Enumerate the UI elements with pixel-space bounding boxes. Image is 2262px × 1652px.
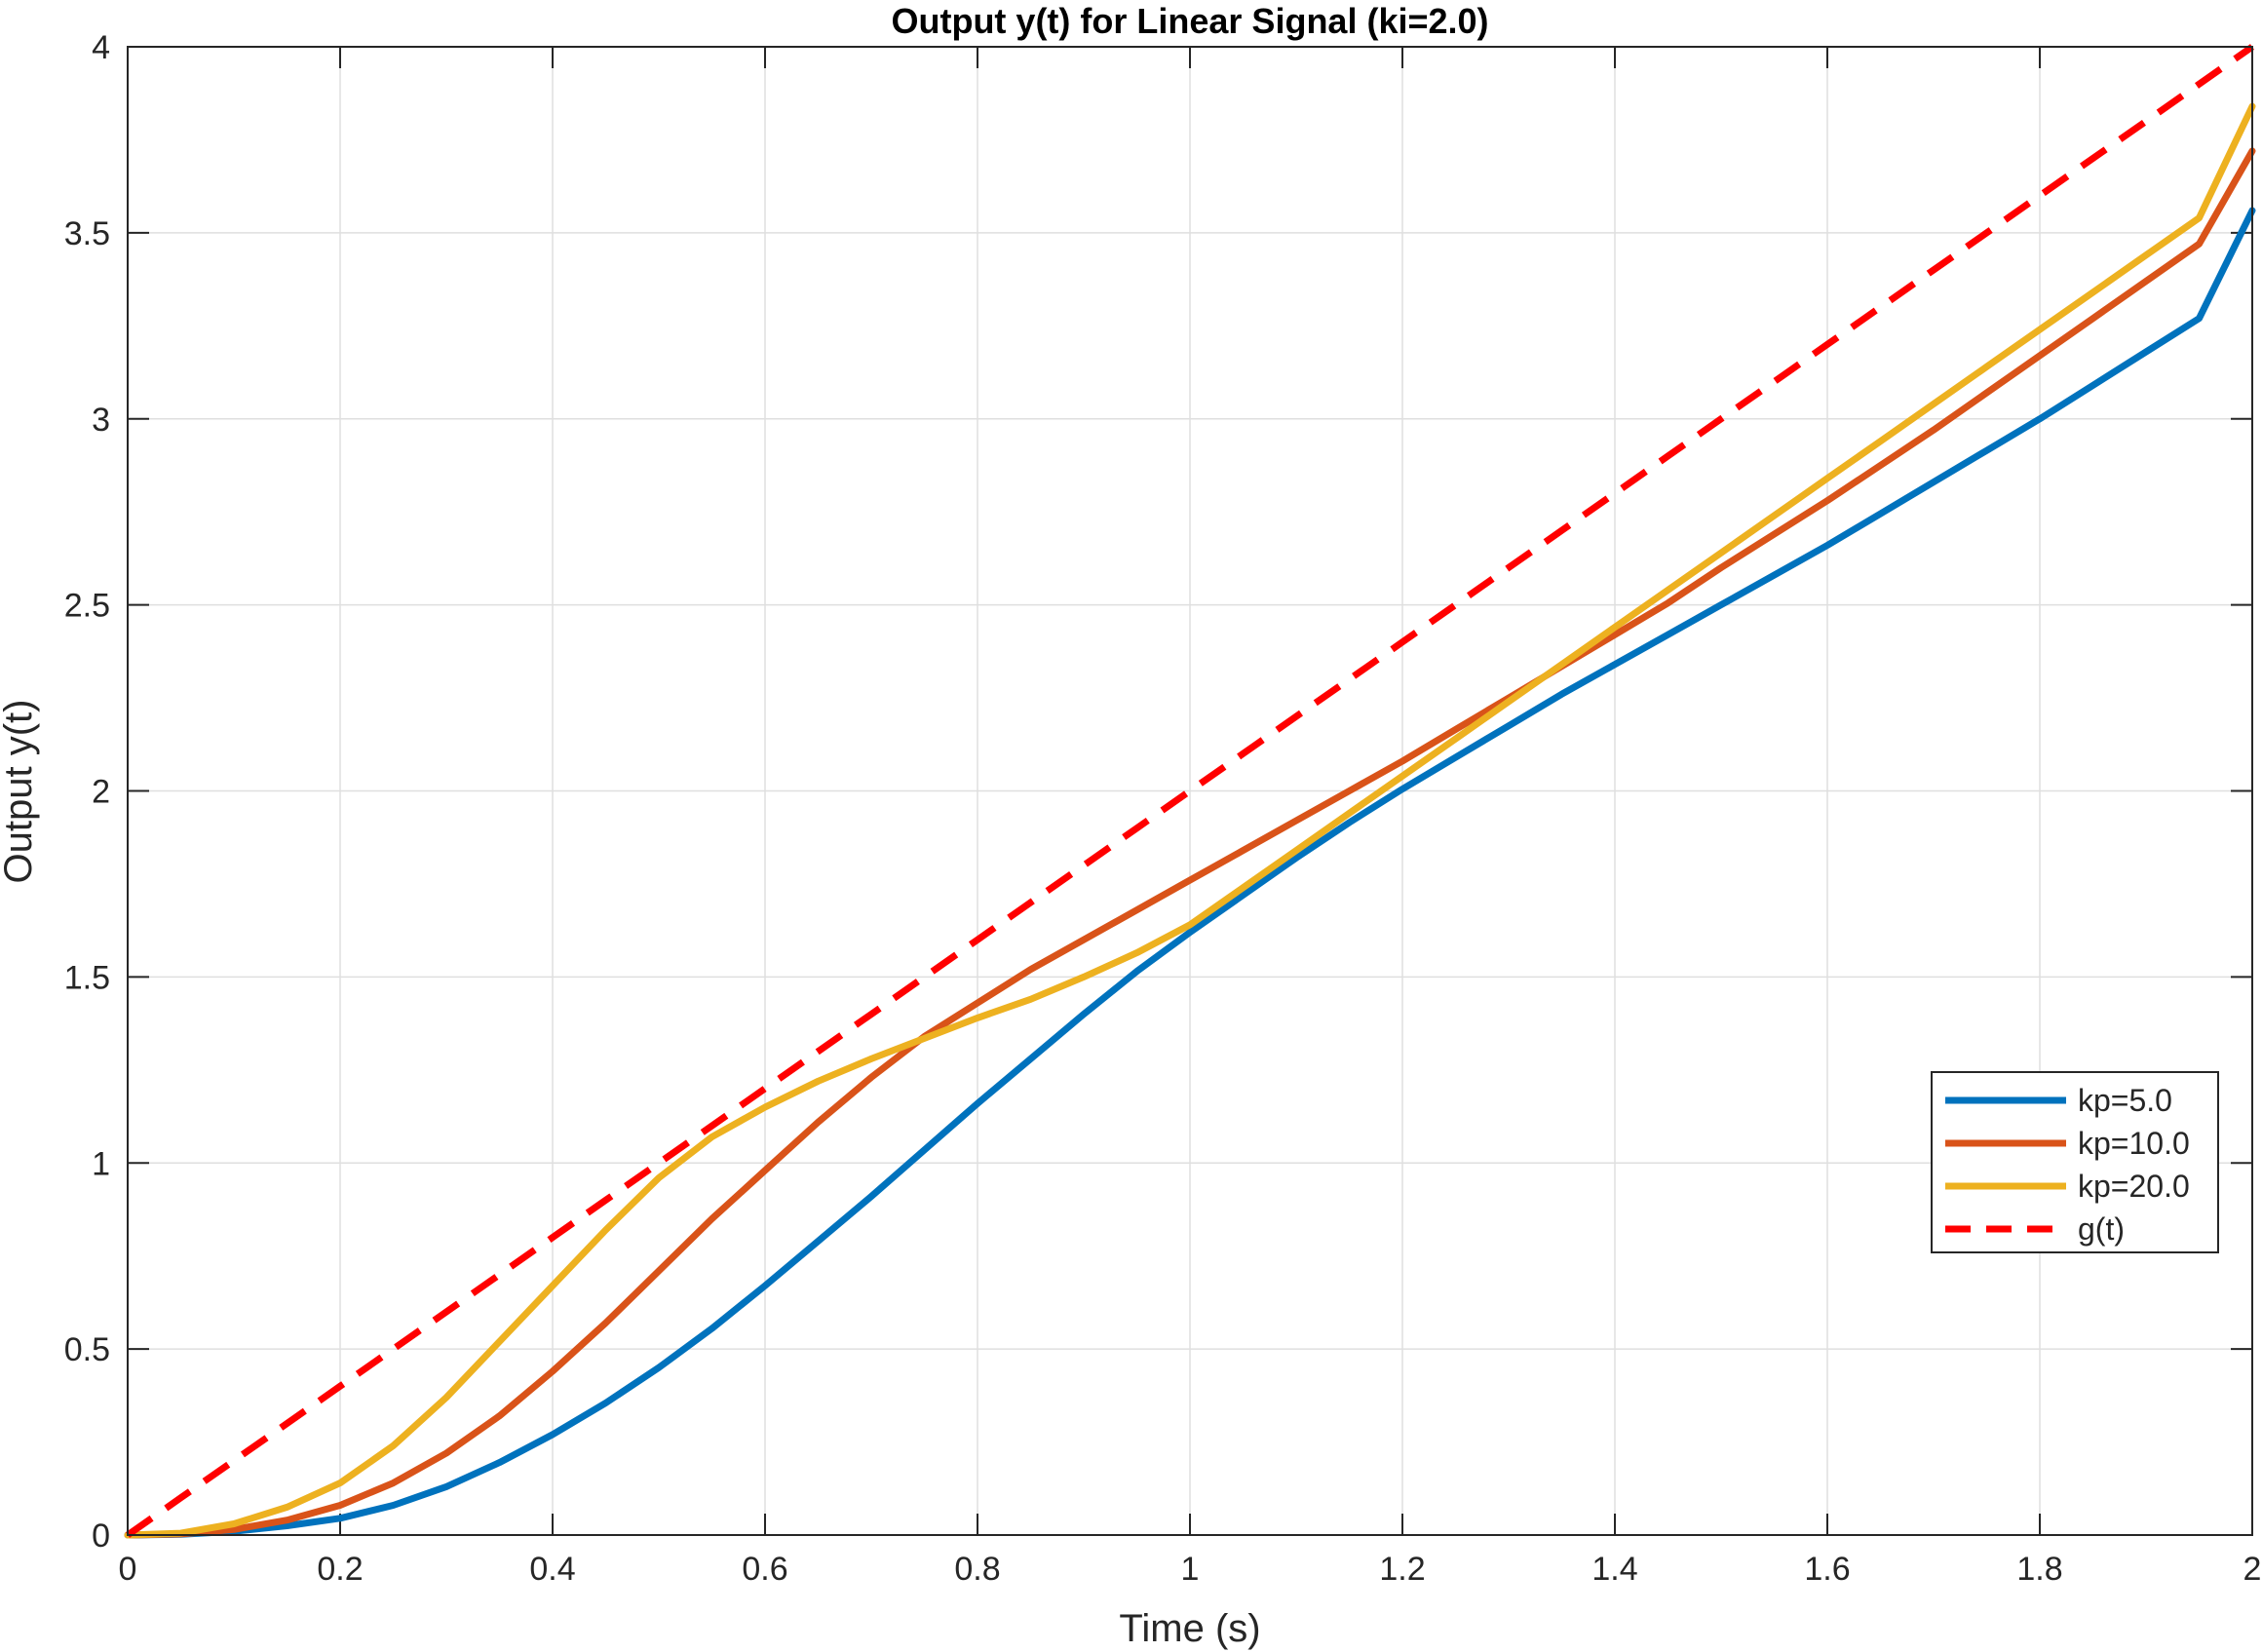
legend-label-0: kp=5.0 [2078, 1083, 2172, 1118]
series-line-0 [124, 207, 2256, 1539]
y-tick-label: 4 [92, 29, 110, 66]
x-axis-label: Time (s) [1119, 1607, 1260, 1650]
x-tick-label: 0.8 [954, 1551, 1000, 1588]
x-tick-label: 0 [119, 1551, 137, 1588]
legend-label-1: kp=10.0 [2078, 1126, 2190, 1161]
chart-title: Output y(t) for Linear Signal (ki=2.0) [891, 1, 1488, 41]
y-tick-label: 0 [92, 1518, 110, 1555]
x-tick-label: 1 [1181, 1551, 1200, 1588]
legend: kp=5.0 kp=10.0 kp=20.0 g(t) [1931, 1071, 2219, 1253]
legend-label-3: g(t) [2078, 1211, 2125, 1247]
series-line-2 [124, 102, 2256, 1539]
y-tick-label: 2 [92, 774, 110, 811]
x-tick-label: 1.2 [1379, 1551, 1425, 1588]
x-tick-label: 0.2 [317, 1551, 363, 1588]
y-tick-label: 1 [92, 1145, 110, 1182]
series-lines [124, 44, 2256, 1539]
plot-frame [127, 46, 2253, 1536]
y-tick-label: 2.5 [64, 588, 110, 625]
y-tick-label: 3 [92, 402, 110, 439]
series-line-3 [125, 44, 2255, 1538]
y-tick-label: 1.5 [64, 959, 110, 996]
x-tick-label: 1.6 [1804, 1551, 1850, 1588]
x-tick-label: 0.6 [742, 1551, 787, 1588]
x-tick-label: 1.4 [1591, 1551, 1637, 1588]
legend-label-2: kp=20.0 [2078, 1169, 2190, 1204]
x-tick-label: 1.8 [2016, 1551, 2062, 1588]
series-line-1 [124, 147, 2256, 1539]
tick-labels: 0 0.2 0.4 0.6 0.8 1 1.2 1.4 1.6 1.8 2 0 0.5 1 1.5 2 2.5 3… [64, 29, 2262, 1588]
y-tick-label: 0.5 [64, 1331, 110, 1368]
y-tick-label: 3.5 [64, 215, 110, 252]
x-tick-label: 0.4 [529, 1551, 575, 1588]
y-axis-label: Output y(t) [0, 700, 40, 884]
x-tick-label: 2 [2243, 1551, 2262, 1588]
